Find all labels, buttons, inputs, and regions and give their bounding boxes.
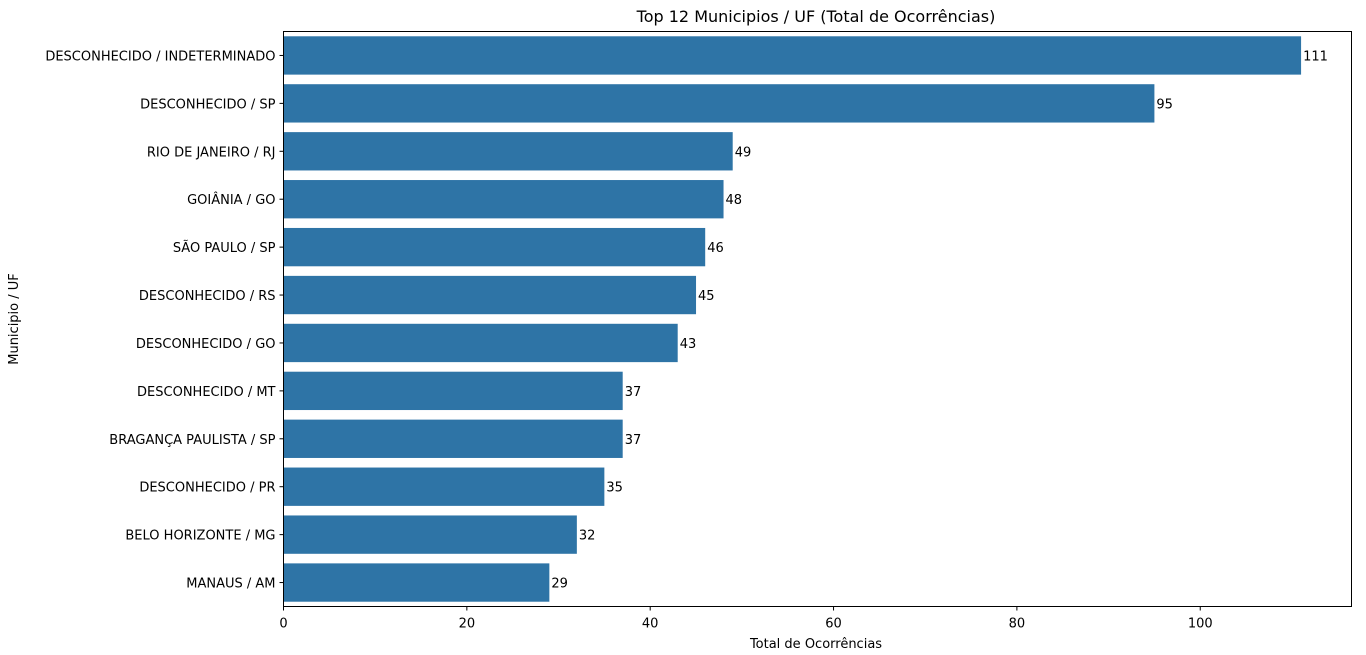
bar: [283, 84, 1155, 123]
y-tick-label: RIO DE JANEIRO / RJ: [147, 145, 276, 160]
bar-value-label: 48: [726, 193, 743, 208]
y-tick-label: DESCONHECIDO / RS: [139, 289, 276, 304]
bar: [283, 180, 724, 219]
y-axis-label: Municipio / UF: [7, 273, 22, 365]
y-tick-label: DESCONHECIDO / PR: [139, 481, 275, 496]
bar-labels-layer: 111 95 49 48 46 45 43 37 37 35 32 29: [551, 49, 1328, 591]
bar: [283, 275, 697, 315]
bar: [283, 419, 623, 458]
y-tick-label: DESCONHECIDO / INDETERMINADO: [45, 49, 275, 64]
bars-layer: [283, 36, 1302, 602]
bar-value-label: 35: [606, 481, 623, 496]
bar-value-label: 37: [625, 385, 642, 400]
y-axis-ticks: DESCONHECIDO / INDETERMINADO DESCONHECIDO…: [45, 49, 284, 592]
x-tick-label: 80: [1009, 617, 1026, 632]
y-tick-label: MANAUS / AM: [186, 577, 275, 592]
bar-value-label: 49: [735, 145, 752, 160]
bar: [283, 515, 577, 554]
y-tick-label: SÃO PAULO / SP: [173, 240, 276, 256]
x-axis-ticks: 0 20 40 60 80 100: [279, 606, 1213, 632]
bar: [283, 227, 706, 267]
bar-value-label: 37: [625, 433, 642, 448]
x-tick-label: 60: [825, 617, 842, 632]
x-tick-label: 40: [642, 617, 659, 632]
bar: [283, 132, 733, 171]
y-tick-label: GOIÂNIA / GO: [187, 192, 275, 208]
y-tick-label: DESCONHECIDO / GO: [136, 337, 276, 352]
chart-title: Top 12 Municipios / UF (Total de Ocorrên…: [636, 7, 996, 26]
bar-value-label: 45: [698, 289, 715, 304]
x-tick-label: 0: [279, 617, 287, 632]
bar: [283, 36, 1302, 75]
y-tick-label: DESCONHECIDO / MT: [137, 385, 276, 400]
bar: [283, 563, 550, 602]
bar-value-label: 46: [707, 241, 724, 256]
x-tick-label: 20: [459, 617, 476, 632]
x-tick-label: 100: [1188, 617, 1213, 632]
bar: [283, 467, 605, 506]
y-tick-label: DESCONHECIDO / SP: [140, 97, 276, 112]
x-axis-label: Total de Ocorrências: [749, 637, 882, 652]
bar-value-label: 43: [680, 337, 697, 352]
bar: [283, 323, 678, 363]
bar: [283, 371, 623, 411]
bar-value-label: 32: [579, 529, 596, 544]
y-tick-label: BRAGANÇA PAULISTA / SP: [109, 433, 275, 448]
bar-value-label: 111: [1303, 49, 1328, 64]
bar-value-label: 29: [551, 577, 568, 592]
y-tick-label: BELO HORIZONTE / MG: [125, 529, 275, 544]
plot-frame: [283, 31, 1352, 607]
bar-value-label: 95: [1156, 97, 1173, 112]
